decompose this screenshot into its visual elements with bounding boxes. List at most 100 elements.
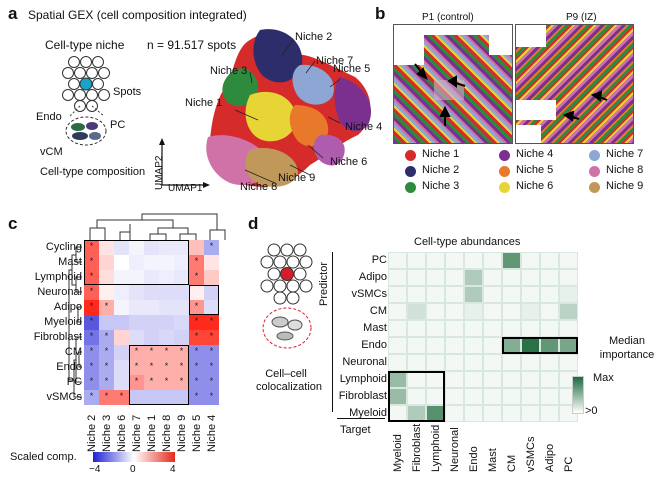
heatmap-d-cell (464, 405, 483, 422)
heatmap-c-cell: * (174, 375, 189, 390)
heatmap-d-cell (502, 303, 521, 320)
heatmap-d-cell (540, 252, 559, 269)
niche-2-label: Niche 2 (295, 31, 333, 43)
heatmap-d-cell (521, 388, 540, 405)
heatmap-c-cell: * (84, 360, 99, 375)
vcm-label: vCM (40, 146, 63, 158)
heatmap-c-cluster-box (129, 345, 189, 405)
colorbar-mid: 0 (130, 464, 136, 475)
heatmap-d-cell (445, 320, 464, 337)
legend-swatch (405, 182, 416, 193)
heatmap-c-cell (159, 285, 174, 300)
heatmap-d-cell (388, 269, 407, 286)
heatmap-c-cell (174, 330, 189, 345)
legend-label: Niche 6 (516, 180, 554, 192)
heatmap-d-cell (388, 337, 407, 354)
heatmap-c-cell (114, 360, 129, 375)
colorbar-max: 4 (170, 464, 176, 475)
heatmap-d-cell (407, 286, 426, 303)
col-label-niche-4: Niche 4 (206, 414, 218, 452)
colorbar-label: Scaled comp. (10, 451, 77, 463)
heatmap-d-cell (559, 354, 578, 371)
heatmap-c-cell (204, 300, 219, 315)
heatmap-c-cell: * (159, 360, 174, 375)
heatmap-c-cell: * (174, 360, 189, 375)
heatmap-d-cell (521, 371, 540, 388)
heatmap-d-highlight-box (502, 337, 578, 354)
scale-max-label: Max (593, 372, 614, 384)
heatmap-c-cell: * (204, 360, 219, 375)
d-col-mast: Mast (487, 448, 499, 472)
importance-colorbar (572, 376, 584, 414)
heatmap-c-cell (144, 240, 159, 255)
importance-heatmap (388, 252, 578, 422)
composition-heatmap: * * * * * * * * * * * * * * * * * * * * * * * * * * * * * * * * * * * * * * * *… (84, 240, 222, 408)
heatmap-d-cell (502, 252, 521, 269)
heatmap-d-cell (445, 269, 464, 286)
row-label-adipo: Adipo (53, 301, 82, 313)
heatmap-d-highlight-box (388, 371, 445, 422)
heatmap-d-cell (540, 269, 559, 286)
column-dendrogram (89, 213, 226, 240)
heatmap-d-cell (483, 388, 502, 405)
row-label-lymphoid: Lymphoid (34, 271, 82, 283)
heatmap-c-cell (159, 390, 174, 405)
col-label-niche-8: Niche 8 (161, 414, 173, 452)
heatmap-d-cell (388, 320, 407, 337)
d-col-adipo: Adipo (544, 443, 556, 472)
heatmap-c-cell: * (204, 330, 219, 345)
heatmap-c-cell: * (129, 375, 144, 390)
heatmap-d-cell (426, 303, 445, 320)
heatmap-c-cell: * (114, 390, 129, 405)
heatmap-d-cell (407, 337, 426, 354)
heatmap-c-cell (144, 285, 159, 300)
heatmap-c-cell (114, 255, 129, 270)
row-label-neuronal: Neuronal (37, 286, 82, 298)
d-col-fibroblast: Fibroblast (411, 423, 423, 472)
heatmap-c-cell (159, 330, 174, 345)
heatmap-c-cell (114, 345, 129, 360)
heatmap-d-cell (464, 286, 483, 303)
heatmap-d-cell (426, 269, 445, 286)
heatmap-c-cell (129, 300, 144, 315)
legend-swatch (499, 150, 510, 161)
heatmap-c-cell: * (144, 375, 159, 390)
heatmap-d-cell (559, 286, 578, 303)
heatmap-d-cell (445, 303, 464, 320)
d-col-cm: CM (506, 454, 518, 472)
heatmap-c-cell: * (84, 240, 99, 255)
heatmap-c-cell: * (84, 375, 99, 390)
niche-4-label: Niche 4 (345, 121, 383, 133)
heatmap-d-cell (464, 320, 483, 337)
niche-schematic (62, 56, 110, 146)
heatmap-d-cell (426, 252, 445, 269)
heatmap-d-cell (445, 405, 464, 422)
umap2-label: UMAP2 (154, 155, 165, 190)
d-row-myeloid: Myeloid (349, 407, 387, 419)
umap1-label: UMAP1 (168, 183, 203, 194)
heatmap-d-cell (540, 320, 559, 337)
p1-title: P1 (control) (422, 12, 474, 23)
heatmap-c-cell: * (84, 390, 99, 405)
heatmap-c-cell (129, 330, 144, 345)
heatmap-d-cell (540, 354, 559, 371)
row-label-endo: Endo (56, 361, 82, 373)
n-spots-label: n = 91.517 spots (147, 38, 237, 52)
heatmap-d-cell (407, 354, 426, 371)
col-label-niche-6: Niche 6 (116, 414, 128, 452)
heatmap-d-cell (483, 303, 502, 320)
col-label-niche-9: Niche 9 (176, 414, 188, 452)
heatmap-c-cell (114, 240, 129, 255)
heatmap-c-cell: * (189, 345, 204, 360)
heatmap-d-cell (407, 269, 426, 286)
heatmap-d-cell (559, 252, 578, 269)
heatmap-c-cell (174, 285, 189, 300)
d-col-myeloid: Myeloid (392, 434, 404, 472)
panel-d-letter: d (248, 214, 259, 233)
legend-label: Niche 2 (422, 164, 460, 176)
d-row-endo: Endo (361, 339, 387, 351)
heatmap-d-cell (464, 269, 483, 286)
niche-8-label: Niche 8 (240, 181, 278, 193)
row-dendrogram (68, 246, 82, 398)
heatmap-c-cell: * (189, 270, 204, 285)
